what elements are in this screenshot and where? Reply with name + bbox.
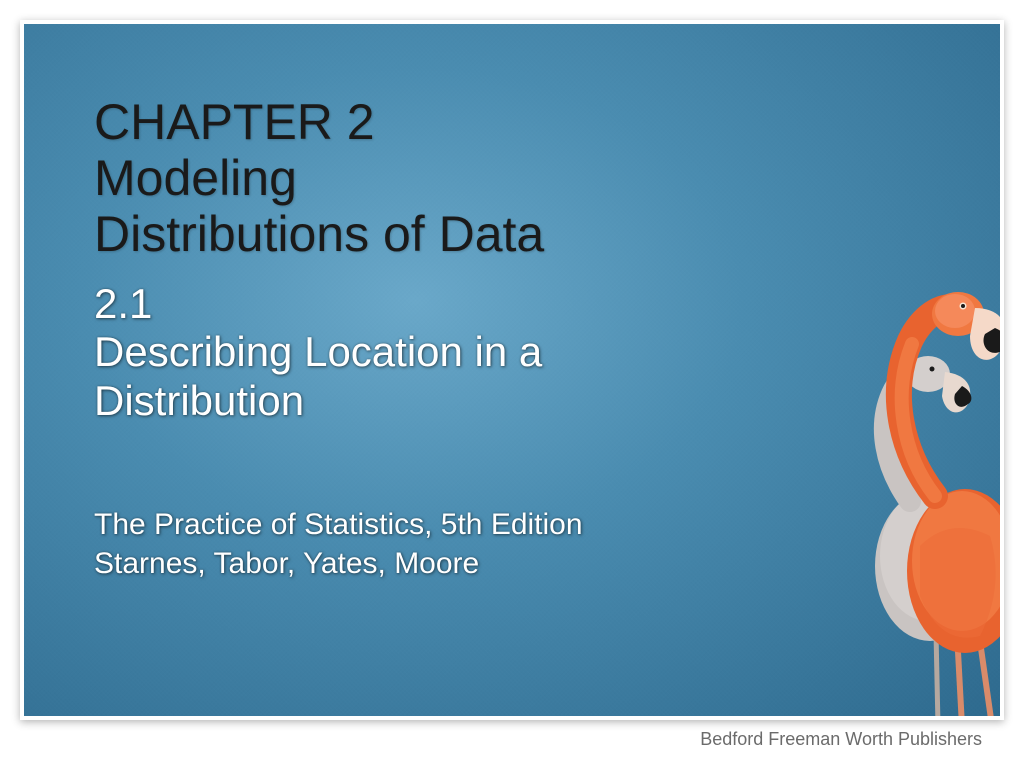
flamingos-illustration [770, 286, 1004, 720]
slide-frame: CHAPTER 2 Modeling Distributions of Data… [20, 20, 1004, 720]
section-number: 2.1 [94, 280, 152, 327]
book-title: The Practice of Statistics, 5th Edition [94, 508, 583, 541]
book-authors: Starnes, Tabor, Yates, Moore [94, 547, 479, 580]
section-title: 2.1 Describing Location in a Distributio… [94, 280, 744, 425]
publisher-credit: Bedford Freeman Worth Publishers [700, 729, 982, 750]
chapter-line-1: CHAPTER 2 [94, 94, 375, 150]
chapter-line-2: Modeling [94, 150, 297, 206]
section-line-1: Describing Location in a [94, 328, 542, 375]
chapter-title: CHAPTER 2 Modeling Distributions of Data [94, 94, 744, 262]
chapter-line-3: Distributions of Data [94, 206, 544, 262]
section-line-2: Distribution [94, 377, 304, 424]
